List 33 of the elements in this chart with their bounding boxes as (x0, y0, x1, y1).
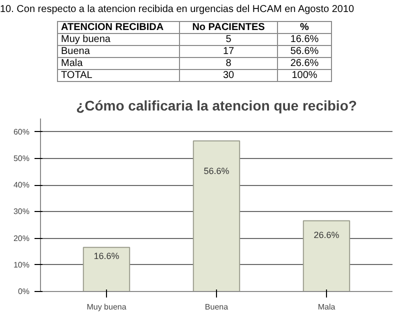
y-tick-label: 0% (18, 287, 30, 296)
x-tick-label: Muy buena (86, 302, 127, 312)
text: TOTAL (58, 70, 180, 82)
y-tick-label: 30% (13, 207, 30, 216)
text: 30 (180, 70, 278, 82)
y-tick-label: 10% (13, 260, 30, 270)
data-label: 56.6% (204, 166, 230, 176)
text: 8 (180, 58, 278, 70)
x-tick-label: Mala (318, 302, 336, 312)
text: 16.6% (278, 34, 332, 46)
text: 56.6% (278, 46, 332, 58)
x-tick-label: Buena (204, 302, 229, 312)
text: 10. Con respecto a la atencion recibida en urgencias del HCAM en Agosto 2010 (0, 3, 356, 17)
y-tick-label: 50% (13, 154, 30, 163)
y-tick-label: 20% (13, 234, 30, 243)
text: ATENCION RECIBIDA (58, 22, 180, 34)
text: 17 (180, 46, 278, 58)
chart-title: ¿Cómo calificaria la atencion que recibio? (76, 98, 357, 114)
text: 26.6% (278, 58, 332, 70)
y-tick-label: 40% (13, 180, 30, 190)
text: Mala (58, 58, 180, 70)
text: No PACIENTES (180, 22, 278, 34)
text: Buena (58, 46, 180, 58)
bar (82, 246, 130, 292)
text: % (278, 22, 332, 34)
bar (192, 140, 240, 292)
y-tick-label: 60% (13, 127, 30, 136)
text: 100% (278, 70, 332, 82)
text: Muy buena (58, 34, 180, 46)
data-label: 26.6% (314, 230, 340, 240)
data-label: 16.6% (94, 251, 120, 262)
text: 5 (180, 34, 278, 46)
bar (302, 220, 350, 292)
